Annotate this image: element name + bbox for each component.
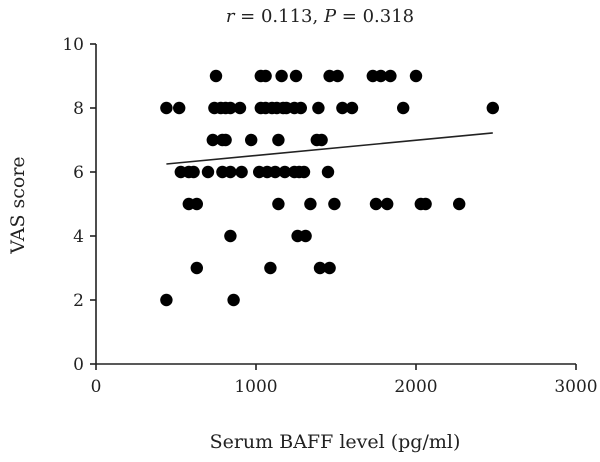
data-points [160,69,499,307]
data-point [272,133,285,147]
x-tick-label: 3000 [554,377,597,397]
data-point [272,197,285,211]
data-point [233,101,247,115]
y-axis-label: VAS score [7,156,29,254]
data-point [409,69,423,83]
data-point [312,101,325,115]
data-point [219,133,232,147]
data-point [190,197,203,211]
data-point [313,261,327,275]
x-axis-label: Serum BAFF level (pg/ml) [210,431,461,453]
data-point [304,197,317,211]
data-point [245,133,258,147]
data-point [331,69,344,83]
data-point [345,101,359,115]
data-point [328,197,341,211]
trendline [166,132,493,165]
data-point [381,197,394,211]
data-point [190,261,203,275]
data-point [294,101,307,115]
data-point [289,69,303,83]
ticks: 0 2 4 6 8 10 0 1000 2000 3000 [62,35,597,397]
data-point [269,165,282,179]
data-point [264,261,277,275]
data-point [259,69,272,83]
data-point [278,165,291,179]
data-point [160,293,173,307]
data-point [173,101,186,115]
data-point [374,69,387,83]
data-point [297,165,311,179]
chart-title: r = 0.113, P = 0.318 [226,6,414,27]
data-point [453,197,466,211]
y-tick-label: 8 [73,99,84,119]
data-point [369,197,383,211]
data-point [299,229,312,243]
data-point [419,197,432,211]
x-tick-label: 1000 [234,377,277,397]
data-point [321,165,335,179]
title-r-symbol: r [226,6,236,27]
y-tick-label: 6 [73,163,84,183]
trendline-group [166,132,493,165]
data-point [323,261,336,275]
data-point [209,69,223,83]
data-point [224,165,237,179]
title-r-value: = 0.113, [234,6,324,27]
data-point [187,165,200,179]
data-point [224,101,237,115]
data-point [384,69,397,83]
y-tick-label: 10 [62,35,84,55]
data-point [486,101,499,115]
data-point [201,165,215,179]
y-tick-label: 2 [73,291,84,311]
data-point [160,101,173,115]
axes [95,44,576,365]
data-point [227,293,240,307]
data-point [397,101,410,115]
title-p-value: = 0.318 [336,6,414,27]
x-tick-label: 2000 [394,377,437,397]
data-point [315,133,328,147]
y-tick-label: 0 [73,355,84,375]
data-point [224,229,237,243]
y-tick-label: 4 [73,227,84,247]
title-p-symbol: P [323,6,337,27]
data-point [206,133,219,147]
x-tick-label: 0 [91,377,102,397]
data-point [336,101,349,115]
data-point [235,165,248,179]
data-point [275,69,288,83]
